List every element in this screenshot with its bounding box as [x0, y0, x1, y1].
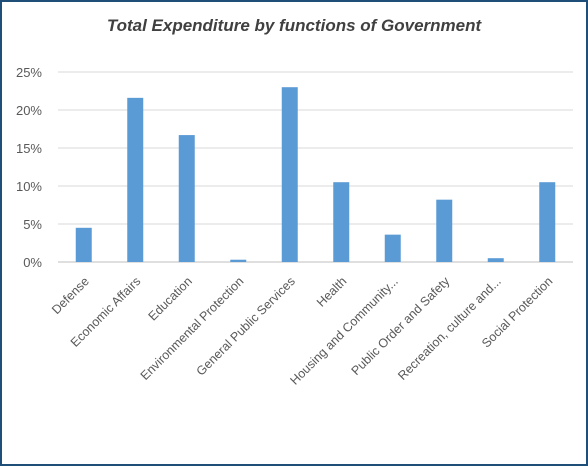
- bars: [75, 87, 556, 262]
- category-label: General Public Services: [194, 274, 298, 378]
- gridlines: [58, 71, 573, 263]
- bar: [436, 199, 453, 262]
- y-tick-label: 5%: [23, 217, 42, 232]
- category-label: Health: [314, 274, 349, 309]
- y-axis-ticks: 0% 5% 10% 15% 20% 25%: [16, 65, 42, 270]
- bar: [539, 182, 556, 262]
- category-label: Housing and Community...: [287, 274, 400, 387]
- y-tick-label: 25%: [16, 65, 42, 80]
- category-label: Environmental Protection: [138, 274, 247, 383]
- y-tick-label: 20%: [16, 103, 42, 118]
- bar: [333, 182, 350, 262]
- bar: [75, 227, 92, 262]
- y-tick-label: 15%: [16, 141, 42, 156]
- y-tick-label: 10%: [16, 179, 42, 194]
- category-label: Recreation, culture and...: [395, 274, 504, 383]
- bar: [127, 97, 144, 262]
- bar: [487, 258, 504, 262]
- bar: [178, 135, 195, 262]
- category-label: Education: [146, 274, 195, 323]
- y-tick-label: 0%: [23, 255, 42, 270]
- chart-title: Total Expenditure by functions of Govern…: [106, 16, 482, 35]
- category-label: Public Order and Safety: [349, 274, 453, 378]
- category-label: Defense: [49, 274, 92, 317]
- bar: [230, 259, 247, 262]
- bar: [384, 234, 401, 262]
- bar: [281, 87, 298, 262]
